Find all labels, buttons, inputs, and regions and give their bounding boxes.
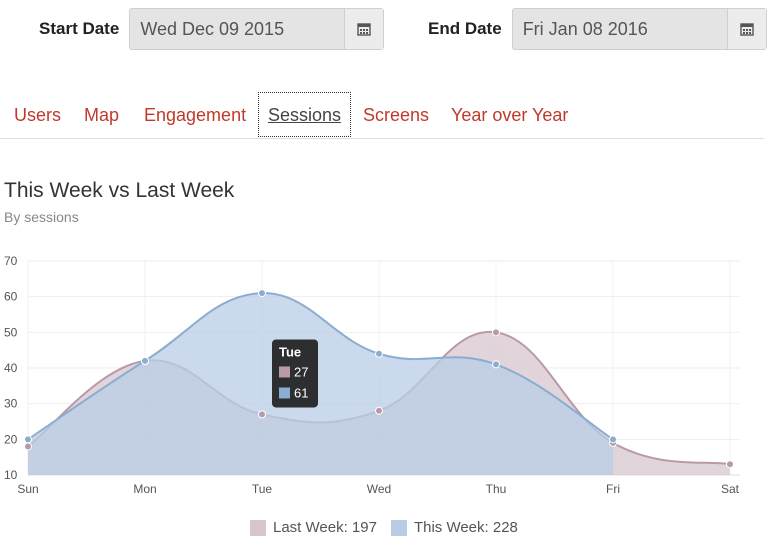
x-tick-label: Sun bbox=[17, 482, 38, 496]
legend-swatch-last-week bbox=[250, 519, 266, 536]
y-tick-label: 70 bbox=[4, 254, 18, 268]
data-point-this-week bbox=[258, 289, 266, 298]
tooltip-swatch-last-week bbox=[279, 366, 290, 378]
tooltip-value-this-week: 61 bbox=[294, 385, 308, 400]
chart-legend: Last Week: 197 This Week: 228 bbox=[250, 519, 532, 536]
report-tabs: Users Map Engagement Sessions Screens Ye… bbox=[0, 92, 764, 139]
x-tick-label: Sat bbox=[721, 482, 740, 496]
calendar-icon bbox=[357, 23, 372, 36]
end-date-field[interactable]: Fri Jan 08 2016 bbox=[522, 18, 648, 39]
data-point-this-week bbox=[492, 360, 500, 369]
tab-users[interactable]: Users bbox=[14, 105, 62, 125]
chart-subtitle: By sessions bbox=[4, 209, 79, 225]
chart-ticks: 10 20 30 40 50 60 70 Sun Mon Tue Wed Thu Fri Sat bbox=[4, 254, 740, 496]
end-date-calendar-button[interactable] bbox=[726, 9, 766, 49]
tab-screens[interactable]: Screens bbox=[363, 105, 430, 125]
end-date-picker[interactable]: Fri Jan 08 2016 bbox=[511, 8, 767, 50]
legend-label-this-week: This Week: 228 bbox=[413, 519, 518, 536]
legend-item-this-week[interactable]: This Week: 228 bbox=[390, 519, 518, 536]
series-area-this-week bbox=[28, 293, 613, 475]
legend-label-last-week: Last Week: 197 bbox=[273, 519, 377, 536]
end-date-group: End Date Fri Jan 08 2016 bbox=[428, 7, 767, 51]
data-point-last-week bbox=[258, 410, 266, 419]
calendar-icon bbox=[739, 23, 754, 36]
chart-points bbox=[24, 289, 734, 469]
data-point-last-week bbox=[24, 442, 32, 451]
tab-map[interactable]: Map bbox=[84, 105, 120, 125]
y-tick-label: 50 bbox=[4, 325, 18, 339]
tooltip-title: Tue bbox=[279, 344, 301, 359]
tooltip-swatch-this-week bbox=[279, 387, 290, 399]
y-tick-label: 40 bbox=[4, 361, 18, 375]
start-date-picker[interactable]: Wed Dec 09 2015 bbox=[129, 8, 385, 50]
tab-year-over-year[interactable]: Year over Year bbox=[451, 105, 569, 125]
tooltip-value-last-week: 27 bbox=[294, 364, 308, 379]
start-date-label: Start Date bbox=[39, 19, 120, 38]
data-point-this-week bbox=[141, 356, 149, 365]
series-line-this-week bbox=[27, 292, 614, 441]
chart-title: This Week vs Last Week bbox=[4, 179, 235, 202]
x-tick-label: Fri bbox=[606, 482, 620, 496]
y-tick-label: 30 bbox=[4, 397, 18, 411]
x-tick-label: Mon bbox=[133, 482, 156, 496]
legend-item-last-week[interactable]: Last Week: 197 bbox=[250, 519, 377, 536]
y-tick-label: 10 bbox=[4, 468, 18, 482]
y-tick-label: 60 bbox=[4, 290, 18, 304]
start-date-calendar-button[interactable] bbox=[344, 9, 384, 49]
x-tick-label: Tue bbox=[252, 482, 273, 496]
tab-sessions[interactable]: Sessions bbox=[258, 92, 352, 137]
data-point-this-week bbox=[609, 435, 617, 444]
tab-engagement[interactable]: Engagement bbox=[144, 105, 247, 125]
data-point-last-week bbox=[492, 328, 500, 337]
y-tick-label: 20 bbox=[4, 432, 18, 446]
end-date-label: End Date bbox=[428, 19, 502, 38]
legend-swatch-this-week bbox=[390, 519, 407, 536]
data-point-this-week bbox=[24, 435, 32, 444]
x-tick-label: Wed bbox=[367, 482, 391, 496]
start-date-group: Start Date Wed Dec 09 2015 bbox=[39, 7, 385, 51]
start-date-field[interactable]: Wed Dec 09 2015 bbox=[140, 18, 285, 39]
data-point-this-week bbox=[375, 349, 383, 358]
data-point-last-week bbox=[375, 406, 383, 415]
chart-tooltip: Tue 27 61 bbox=[272, 339, 318, 408]
data-point-last-week bbox=[726, 460, 734, 469]
x-tick-label: Thu bbox=[486, 482, 507, 496]
